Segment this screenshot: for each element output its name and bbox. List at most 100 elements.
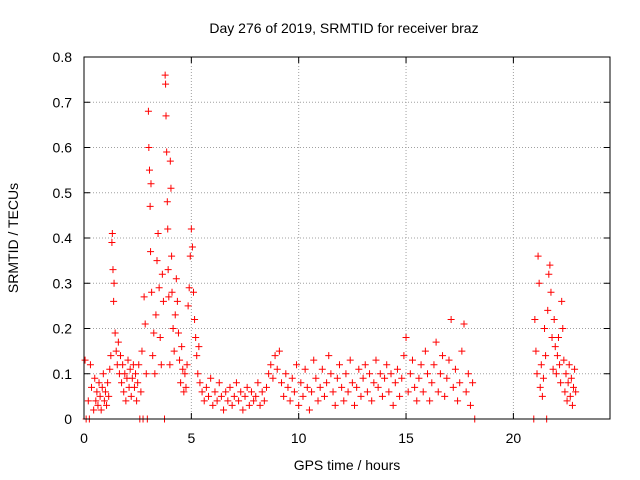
data-point (295, 401, 303, 409)
data-point (200, 397, 208, 405)
data-point (335, 361, 343, 369)
data-point (329, 388, 337, 396)
data-point (149, 352, 157, 360)
data-point (209, 401, 217, 409)
data-point (130, 383, 138, 391)
x-tick-label: 15 (398, 430, 414, 446)
data-point (391, 379, 399, 387)
data-point (355, 365, 363, 373)
data-point (252, 392, 260, 400)
data-point (533, 370, 541, 378)
data-point (449, 383, 457, 391)
data-point (381, 374, 389, 382)
data-point (544, 306, 552, 314)
data-point (342, 370, 350, 378)
data-point (146, 202, 154, 210)
data-point (562, 370, 570, 378)
data-point (570, 383, 578, 391)
data-point (445, 356, 453, 364)
data-point (116, 352, 124, 360)
data-point (124, 356, 132, 364)
data-point (565, 361, 573, 369)
data-point (551, 343, 559, 351)
data-point (271, 352, 279, 360)
data-point (383, 361, 391, 369)
data-point (108, 229, 116, 237)
data-point (370, 379, 378, 387)
x-tick-labels: 0 5 10 15 20 (80, 430, 521, 446)
data-point (164, 266, 172, 274)
data-point (560, 356, 568, 364)
data-point (250, 397, 258, 405)
data-point (563, 397, 571, 405)
data-point (333, 374, 341, 382)
x-tick-label: 20 (506, 430, 522, 446)
data-point (462, 388, 470, 396)
data-point (378, 392, 386, 400)
data-point (443, 374, 451, 382)
data-point (101, 388, 109, 396)
data-point (374, 383, 382, 391)
data-point (114, 338, 122, 346)
data-point (439, 352, 447, 360)
data-point (548, 334, 556, 342)
data-point (559, 325, 567, 332)
data-point (327, 370, 335, 378)
data-point (278, 379, 286, 387)
data-point (566, 392, 574, 400)
data-point (536, 383, 544, 391)
y-tick-labels: 0 0.1 0.2 0.3 0.4 0.5 0.6 0.7 0.8 (53, 49, 73, 427)
data-point (432, 338, 440, 346)
data-point (126, 365, 134, 373)
data-point (550, 315, 558, 323)
data-point (398, 374, 406, 382)
data-point (258, 388, 266, 396)
data-point (325, 352, 333, 360)
data-point (539, 374, 547, 382)
data-point (196, 379, 204, 387)
data-point (159, 297, 167, 305)
data-point (182, 383, 190, 391)
data-point (132, 370, 140, 378)
data-point (265, 370, 273, 378)
data-point (81, 356, 89, 364)
data-point (428, 379, 436, 387)
data-point (451, 365, 459, 373)
data-point (141, 320, 149, 328)
data-point (572, 388, 580, 396)
data-point (288, 374, 296, 382)
data-point (128, 374, 136, 382)
data-point (165, 293, 173, 301)
data-point (99, 370, 107, 378)
data-point (561, 388, 569, 396)
data-point (147, 248, 155, 256)
data-point (84, 397, 92, 405)
data-point (310, 356, 318, 364)
data-point (434, 388, 442, 396)
data-point (441, 392, 449, 400)
data-point (301, 365, 309, 373)
data-point (178, 343, 186, 351)
data-point (153, 257, 161, 265)
data-point (157, 361, 165, 369)
data-point (267, 361, 275, 369)
data-point (154, 229, 162, 237)
data-point (230, 392, 238, 400)
data-point (86, 361, 94, 369)
data-point (331, 401, 339, 409)
data-point (546, 261, 554, 269)
data-point (158, 270, 166, 278)
data-point (156, 334, 164, 342)
y-tick-label: 0.7 (53, 94, 73, 110)
data-point (430, 361, 438, 369)
data-point (162, 112, 170, 120)
data-point (161, 71, 169, 79)
data-point (541, 325, 549, 332)
data-point (100, 397, 108, 405)
data-point (426, 397, 434, 405)
data-point (419, 388, 427, 396)
data-point (404, 388, 412, 396)
data-point (466, 401, 474, 409)
y-tick-label: 0.1 (53, 366, 73, 382)
data-point (166, 361, 174, 369)
